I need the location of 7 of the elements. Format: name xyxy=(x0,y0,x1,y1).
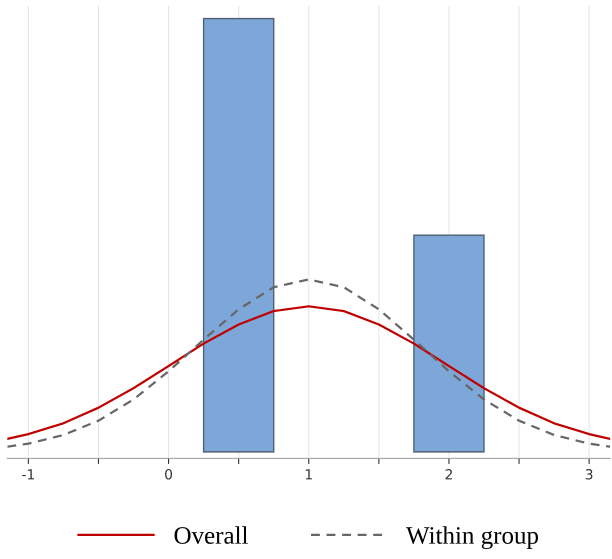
x-tick-label: -1 xyxy=(22,469,34,480)
x-tick-label: 2 xyxy=(446,469,452,480)
legend-label: Within group xyxy=(406,526,538,550)
x-tick-label: 0 xyxy=(165,469,172,480)
x-tick-label: 1 xyxy=(306,469,312,480)
legend-label: Overall xyxy=(174,526,248,544)
x-tick-label: 3 xyxy=(586,469,592,480)
